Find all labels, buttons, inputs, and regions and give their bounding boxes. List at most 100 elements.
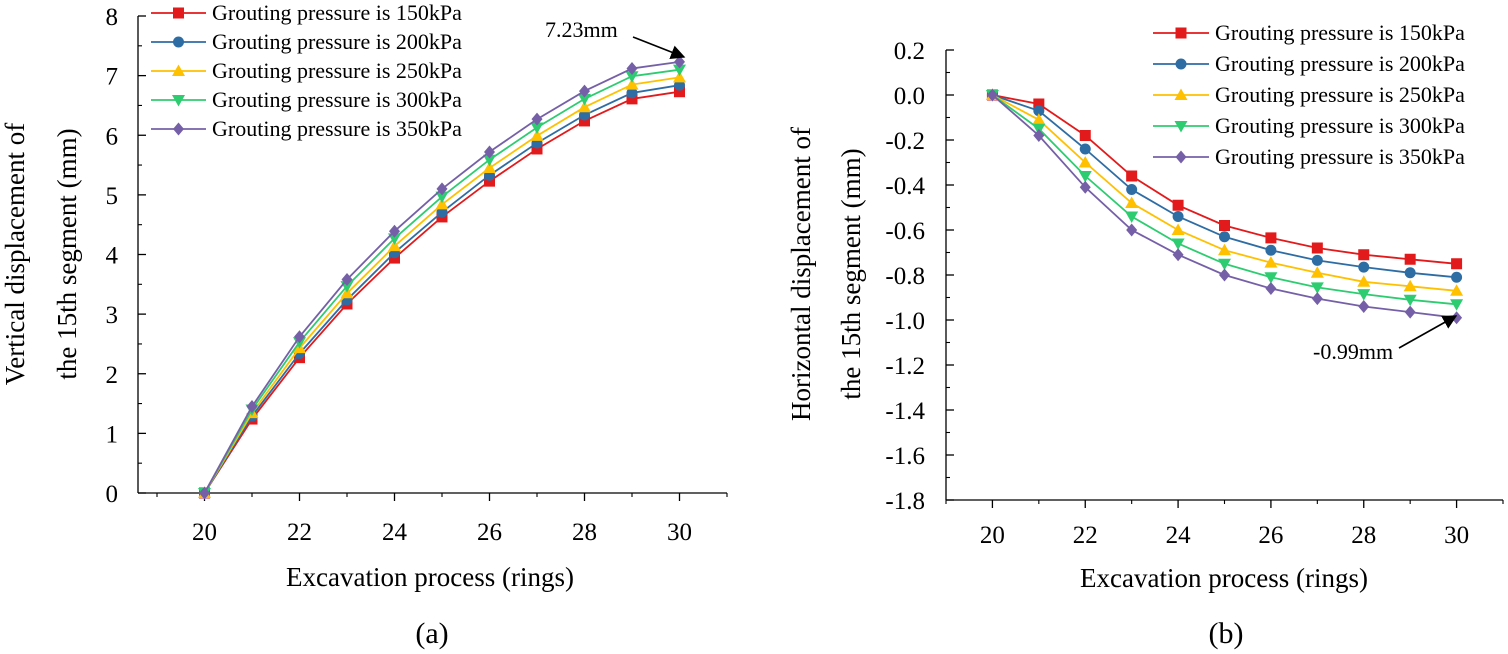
y-axis-title-b-line1: Horizontal displacement of xyxy=(786,127,816,421)
panel-label-b: (b) xyxy=(1209,617,1244,650)
data-point-b-4 xyxy=(1172,248,1184,262)
data-point-b-1 xyxy=(1079,143,1091,155)
data-point-b-1 xyxy=(1311,254,1323,266)
legend-label-a-3: Grouting pressure is 300kPa xyxy=(212,87,462,112)
data-point-a-4 xyxy=(294,330,305,344)
data-point-a-3 xyxy=(388,233,401,245)
legend-marker-a-2 xyxy=(172,64,185,76)
data-point-b-2 xyxy=(1264,256,1278,268)
legend-marker-b-3 xyxy=(1174,121,1188,133)
data-point-b-3 xyxy=(1125,211,1139,223)
plot-area-a: 0 1 2 3 4 5 6 7 8 20 22 24 26 28 30 Grouting pressure i… xyxy=(106,0,728,546)
data-point-a-1 xyxy=(579,109,590,121)
x-tick-label-b: 26 xyxy=(1258,522,1283,549)
annotation-label-a: 7.23mm xyxy=(545,17,618,42)
legend-marker-b-1 xyxy=(1175,58,1187,70)
data-point-b-0 xyxy=(1126,170,1138,182)
data-point-b-1 xyxy=(1219,231,1230,243)
x-tick-label-a: 22 xyxy=(287,519,312,546)
y-tick-label-b: -1.2 xyxy=(885,353,925,380)
data-point-b-4 xyxy=(1033,129,1045,142)
data-point-b-2 xyxy=(1310,266,1324,278)
data-point-a-0 xyxy=(674,86,685,98)
data-point-a-4 xyxy=(389,224,400,238)
data-point-b-0 xyxy=(1172,199,1184,211)
legend-label-a-2: Grouting pressure is 250kPa xyxy=(212,58,462,83)
data-point-a-4 xyxy=(484,145,495,159)
data-point-b-0 xyxy=(1404,253,1416,265)
x-tick-label-b: 24 xyxy=(1166,522,1192,549)
legend-label-b-2: Grouting pressure is 250kPa xyxy=(1215,82,1465,107)
data-point-b-3 xyxy=(1078,171,1092,183)
data-point-b-4 xyxy=(1358,300,1370,313)
legend-marker-b-0 xyxy=(1175,27,1187,39)
legend-marker-a-0 xyxy=(173,7,184,19)
legend-marker-a-3 xyxy=(172,95,185,107)
y-axis-title-a-line2: the 15th segment (mm) xyxy=(52,128,82,379)
data-point-b-1 xyxy=(1033,105,1045,117)
data-point-a-3 xyxy=(530,122,544,134)
plot-area-b: -1.8 -1.6 -1.4 -1.2 -1.0 -0.8 -0.6 -0.4 -0.2 0.0 0… xyxy=(885,20,1504,549)
data-point-b-0 xyxy=(1079,130,1091,141)
chart-a: 0 1 2 3 4 5 6 7 8 20 22 24 26 28 30 Grouting pressure i… xyxy=(0,0,728,650)
data-point-a-0 xyxy=(579,115,590,127)
y-tick-label-a: 7 xyxy=(106,64,119,91)
legend-marker-b-4 xyxy=(1175,150,1187,164)
data-point-b-0 xyxy=(1311,242,1323,254)
legend-label-b-4: Grouting pressure is 350kPa xyxy=(1215,144,1465,169)
y-tick-label-a: 5 xyxy=(106,183,119,210)
data-point-b-4 xyxy=(986,88,998,102)
y-tick-label-b: -0.2 xyxy=(885,128,925,155)
y-tick-label-a: 4 xyxy=(106,243,119,270)
data-point-b-4 xyxy=(1126,223,1138,237)
x-tick-label-a: 28 xyxy=(572,519,597,546)
data-point-b-0 xyxy=(1265,232,1277,244)
x-tick-label-a: 20 xyxy=(192,519,217,546)
data-point-b-1 xyxy=(1126,184,1138,195)
data-point-b-0 xyxy=(1358,249,1370,261)
data-point-a-0 xyxy=(531,143,543,155)
data-point-b-1 xyxy=(1404,267,1416,279)
data-point-b-4 xyxy=(1265,282,1277,295)
data-point-a-4 xyxy=(436,182,448,196)
y-tick-label-b: -1.8 xyxy=(885,488,925,515)
data-point-a-4 xyxy=(579,84,590,98)
x-tick-label-b: 20 xyxy=(980,522,1005,549)
y-tick-label-a: 6 xyxy=(106,123,119,150)
y-tick-label-b: -1.0 xyxy=(885,308,925,335)
data-point-b-2 xyxy=(1032,113,1046,125)
data-point-b-3 xyxy=(1264,272,1278,284)
y-tick-label-a: 8 xyxy=(106,4,119,31)
data-point-b-4 xyxy=(1404,305,1416,319)
legend-label-a-0: Grouting pressure is 150kPa xyxy=(212,0,462,25)
x-tick-label-b: 28 xyxy=(1351,522,1376,549)
y-tick-label-b: -1.6 xyxy=(885,443,925,470)
data-point-a-3 xyxy=(673,64,686,77)
data-point-a-4 xyxy=(626,61,638,75)
legend-label-a-4: Grouting pressure is 350kPa xyxy=(212,116,462,141)
y-tick-label-a: 2 xyxy=(106,362,119,389)
x-tick-label-a: 30 xyxy=(667,519,692,546)
data-point-b-3 xyxy=(1357,289,1371,301)
data-point-b-1 xyxy=(1358,261,1370,273)
series-line-a-1 xyxy=(203,84,680,494)
series-line-a-0 xyxy=(203,90,680,494)
y-tick-label-b: 0.2 xyxy=(894,38,925,65)
data-point-b-1 xyxy=(1265,244,1277,256)
chart-b: -1.8 -1.6 -1.4 -1.2 -1.0 -0.8 -0.6 -0.4 -0.2 0.0 0… xyxy=(786,20,1504,650)
y-tick-label-a: 0 xyxy=(106,481,119,508)
data-point-b-3 xyxy=(1310,282,1324,294)
data-point-a-2 xyxy=(388,239,401,252)
annotation-label-b: -0.99mm xyxy=(1313,339,1393,364)
data-point-b-2 xyxy=(1171,223,1185,235)
legend-marker-a-1 xyxy=(173,36,184,48)
data-point-b-2 xyxy=(1450,284,1464,296)
data-point-a-3 xyxy=(625,71,639,83)
legend-label-b-0: Grouting pressure is 150kPa xyxy=(1215,20,1465,45)
data-point-b-2 xyxy=(1078,156,1092,168)
data-point-a-3 xyxy=(578,93,591,106)
data-point-b-1 xyxy=(1172,211,1184,222)
x-axis-title-b: Excavation process (rings) xyxy=(1080,563,1368,593)
data-point-b-3 xyxy=(1403,294,1417,307)
x-axis-title-a: Excavation process (rings) xyxy=(286,562,574,592)
